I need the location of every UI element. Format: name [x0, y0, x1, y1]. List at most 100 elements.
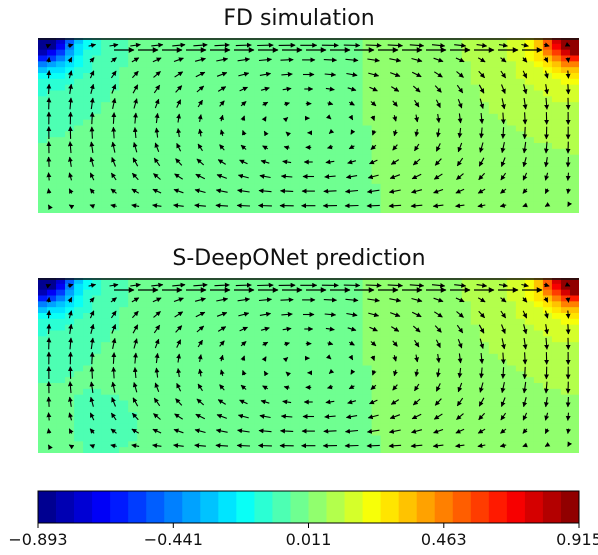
- field-cell: [434, 49, 445, 57]
- field-cell: [191, 394, 201, 402]
- field-cell: [551, 108, 562, 115]
- field-cell: [533, 137, 544, 144]
- field-cell: [56, 371, 66, 378]
- field-cell: [74, 201, 84, 208]
- field-cell: [209, 336, 219, 343]
- field-cell: [308, 353, 319, 361]
- field-cell: [353, 154, 364, 162]
- field-cell: [425, 166, 436, 173]
- field-cell: [299, 348, 310, 355]
- field-cell: [344, 90, 355, 97]
- field-cell: [398, 400, 409, 407]
- velocity-arrow: [216, 57, 229, 63]
- field-cell: [155, 137, 165, 144]
- field-cell: [191, 78, 201, 86]
- field-cell: [308, 201, 319, 208]
- field-cell: [92, 377, 102, 384]
- field-cell: [173, 418, 183, 425]
- field-cell: [65, 148, 75, 156]
- field-cell: [164, 377, 174, 384]
- field-cell: [74, 289, 84, 297]
- field-cell: [227, 55, 237, 62]
- field-cell: [38, 154, 48, 162]
- field-cell: [263, 342, 274, 349]
- field-cell: [542, 125, 553, 132]
- velocity-arrow: [152, 57, 162, 63]
- field-cell: [146, 429, 156, 437]
- field-cell: [83, 108, 93, 115]
- field-cell: [200, 400, 210, 407]
- field-cell: [461, 406, 472, 413]
- field-cell: [128, 96, 138, 103]
- field-cell: [443, 183, 454, 191]
- field-cell: [551, 166, 562, 173]
- field-cell: [344, 418, 355, 425]
- field-cell: [380, 307, 391, 314]
- field-cell: [191, 43, 201, 51]
- field-cell: [380, 43, 391, 51]
- field-cell: [47, 119, 57, 127]
- field-cell: [515, 201, 526, 208]
- field-cell: [344, 207, 355, 213]
- field-cell: [290, 353, 301, 361]
- field-cell: [56, 313, 66, 320]
- field-cell: [542, 447, 553, 453]
- velocity-arrow: [280, 173, 293, 179]
- field-cell: [209, 342, 219, 349]
- field-cell: [317, 330, 328, 337]
- field-cell: [164, 342, 174, 349]
- velocity-arrow: [131, 188, 140, 194]
- field-cell: [353, 90, 364, 97]
- field-cell: [299, 119, 310, 127]
- field-cell: [353, 172, 364, 179]
- field-cell: [452, 108, 463, 115]
- field-cell: [92, 359, 102, 367]
- field-cell: [263, 61, 274, 68]
- velocity-arrow: [111, 112, 117, 124]
- velocity-arrow: [431, 283, 446, 288]
- field-cell: [38, 377, 48, 384]
- field-cell: [425, 143, 436, 150]
- field-cell: [398, 55, 409, 62]
- field-cell: [254, 330, 265, 337]
- field-cell: [533, 119, 544, 127]
- field-cell: [407, 278, 418, 285]
- field-cell: [569, 108, 579, 115]
- field-cell: [299, 441, 310, 448]
- field-cell: [83, 189, 93, 197]
- field-cell: [533, 406, 544, 413]
- velocity-arrow: [498, 42, 508, 48]
- field-cell: [281, 318, 292, 326]
- field-cell: [479, 119, 490, 127]
- velocity-arrow: [152, 297, 162, 303]
- field-cell: [362, 418, 373, 425]
- field-cell: [344, 388, 355, 396]
- field-cell: [434, 154, 445, 162]
- velocity-arrow: [237, 297, 251, 303]
- field-cell: [281, 96, 292, 103]
- field-cell: [218, 43, 228, 51]
- field-cell: [290, 400, 301, 407]
- velocity-arrow: [173, 297, 184, 303]
- field-cell: [470, 365, 481, 372]
- field-cell: [308, 67, 319, 74]
- field-cell: [56, 160, 66, 167]
- field-cell: [308, 90, 319, 97]
- field-cell: [65, 278, 75, 285]
- field-cell: [515, 435, 526, 442]
- field-cell: [92, 313, 102, 320]
- field-cell: [488, 195, 499, 202]
- field-cell: [362, 154, 373, 162]
- field-cell: [551, 301, 562, 308]
- field-cell: [443, 131, 454, 138]
- field-cell: [137, 96, 147, 103]
- field-cell: [443, 178, 454, 185]
- field-cell: [245, 400, 255, 407]
- field-cell: [407, 348, 418, 355]
- field-cell: [182, 330, 192, 337]
- field-cell: [47, 61, 57, 68]
- field-cell: [506, 388, 517, 396]
- field-cell: [281, 148, 292, 156]
- field-cell: [515, 84, 526, 92]
- field-cell: [128, 125, 138, 132]
